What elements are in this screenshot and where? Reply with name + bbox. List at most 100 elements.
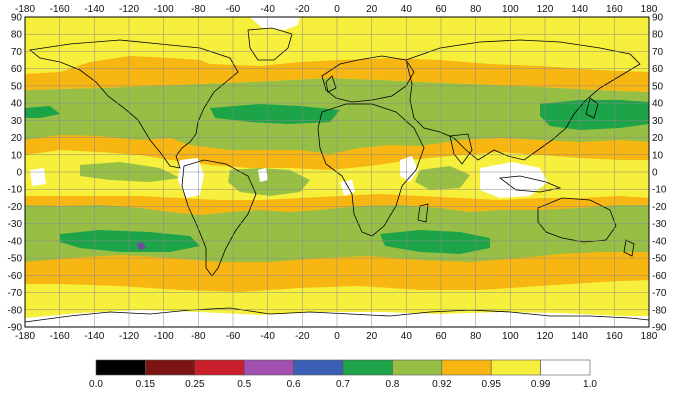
lon-tick-bottom: 120 xyxy=(537,331,554,342)
lon-tick-top: -20 xyxy=(295,4,310,15)
lon-tick-bottom: 140 xyxy=(571,331,588,342)
coast-indonesia xyxy=(498,175,562,193)
lat-tick-left: -20 xyxy=(8,202,23,213)
coast-australia xyxy=(537,197,617,243)
lat-tick-right: 30 xyxy=(652,116,664,127)
legend-break-label: 0.6 xyxy=(287,379,301,390)
coast-uk xyxy=(325,75,337,93)
lon-tick-bottom: -140 xyxy=(84,331,104,342)
legend-break-label: 0.99 xyxy=(531,379,551,390)
lat-tick-left: 0 xyxy=(16,168,22,179)
lat-tick-left: -60 xyxy=(8,271,23,282)
lon-tick-top: 140 xyxy=(571,4,588,15)
lon-tick-top: 180 xyxy=(641,4,658,15)
lon-tick-top: -180 xyxy=(15,4,35,15)
zone-north-pole-white xyxy=(250,17,300,30)
lat-tick-left: -30 xyxy=(8,219,23,230)
legend-break-label: 0.5 xyxy=(237,379,251,390)
zone-white-south-america-spot xyxy=(258,168,268,182)
lat-tick-right: 60 xyxy=(652,64,664,75)
legend-swatch xyxy=(243,359,294,376)
legend-break-label: 0.15 xyxy=(136,379,156,390)
map-frame xyxy=(24,16,650,328)
lon-tick-bottom: -60 xyxy=(226,331,241,342)
lon-tick-bottom: -20 xyxy=(295,331,310,342)
lon-tick-top: -40 xyxy=(260,4,275,15)
lat-tick-left: -10 xyxy=(8,185,23,196)
lon-tick-bottom: 40 xyxy=(401,331,413,342)
legend-break-label: 0.7 xyxy=(336,379,350,390)
lon-tick-bottom: -160 xyxy=(50,331,70,342)
lon-tick-bottom: 80 xyxy=(470,331,482,342)
lat-tick-left: 70 xyxy=(11,47,23,58)
zone-white-east-africa xyxy=(400,156,418,182)
lat-tick-right: 0 xyxy=(652,168,658,179)
tick-labels: -180-180-160-160-140-140-120-120-100-100… xyxy=(8,4,667,342)
lat-tick-right: -20 xyxy=(652,202,667,213)
lat-tick-right: 20 xyxy=(652,133,664,144)
lon-tick-top: 120 xyxy=(537,4,554,15)
lat-tick-right: 10 xyxy=(652,150,664,161)
lat-tick-left: 90 xyxy=(11,13,23,24)
coast-india xyxy=(449,133,473,165)
lon-tick-top: 80 xyxy=(470,4,482,15)
lon-tick-bottom: 100 xyxy=(502,331,519,342)
lon-tick-top: -80 xyxy=(191,4,206,15)
lat-tick-left: 10 xyxy=(11,150,23,161)
lon-tick-bottom: -120 xyxy=(119,331,139,342)
zone-green-north-atlantic xyxy=(210,104,340,124)
legend-swatch xyxy=(95,359,146,376)
lon-tick-bottom: 160 xyxy=(606,331,623,342)
zone-green-north-america xyxy=(25,106,60,118)
lon-tick-top: -120 xyxy=(119,4,139,15)
coast-africa xyxy=(317,103,425,237)
lat-tick-right: 50 xyxy=(652,81,664,92)
lat-tick-left: 40 xyxy=(11,99,23,110)
legend-break-label: 0.0 xyxy=(89,379,103,390)
lat-tick-left: 20 xyxy=(11,133,23,144)
lon-tick-bottom: -100 xyxy=(154,331,174,342)
lat-tick-right: 80 xyxy=(652,30,664,41)
lon-tick-top: 60 xyxy=(435,4,447,15)
legend-break-label: 0.25 xyxy=(185,379,205,390)
lon-tick-top: -100 xyxy=(154,4,174,15)
lat-tick-left: 30 xyxy=(11,116,23,127)
legend-swatch xyxy=(342,359,393,376)
lat-tick-right: -90 xyxy=(652,323,667,334)
lon-tick-bottom: -80 xyxy=(191,331,206,342)
lat-tick-left: 80 xyxy=(11,30,23,41)
lon-tick-top: -160 xyxy=(50,4,70,15)
lat-tick-right: -40 xyxy=(652,236,667,247)
legend-swatch xyxy=(490,359,541,376)
coast-new-zealand xyxy=(623,239,635,257)
lat-tick-right: 90 xyxy=(652,13,664,24)
lon-tick-top: 160 xyxy=(606,4,623,15)
lon-tick-bottom: 20 xyxy=(366,331,378,342)
legend-break-label: 0.95 xyxy=(481,379,501,390)
legend-swatch xyxy=(194,359,245,376)
lon-tick-top: 100 xyxy=(502,4,519,15)
zone-white-west-pacific-spot xyxy=(30,168,46,186)
legend-break-label: 0.92 xyxy=(432,379,452,390)
lat-tick-left: 60 xyxy=(11,64,23,75)
lon-tick-top: 40 xyxy=(401,4,413,15)
lat-tick-right: -60 xyxy=(652,271,667,282)
legend-break-label: 1.0 xyxy=(583,379,597,390)
legend-swatch xyxy=(441,359,492,376)
coast-antarctica xyxy=(25,307,649,323)
legend-swatch xyxy=(293,359,344,376)
lat-tick-left: -80 xyxy=(8,305,23,316)
color-legend: 0.0 0.15 0.25 0.5 0.6 0.7 0.8 0.92 0.95 0.99 1.0 xyxy=(89,359,597,390)
lat-tick-right: -10 xyxy=(652,185,667,196)
lon-tick-top: -140 xyxy=(84,4,104,15)
zone-green-south-atlantic xyxy=(380,230,490,254)
coast-japan xyxy=(585,97,599,119)
lat-tick-right: -50 xyxy=(652,254,667,265)
coast-asia xyxy=(405,39,641,161)
lon-tick-bottom: 60 xyxy=(435,331,447,342)
lat-tick-right: -30 xyxy=(652,219,667,230)
lon-tick-bottom: -40 xyxy=(260,331,275,342)
lon-tick-top: 20 xyxy=(366,4,378,15)
lon-tick-bottom: 0 xyxy=(334,331,340,342)
lon-tick-bottom: 180 xyxy=(641,331,658,342)
